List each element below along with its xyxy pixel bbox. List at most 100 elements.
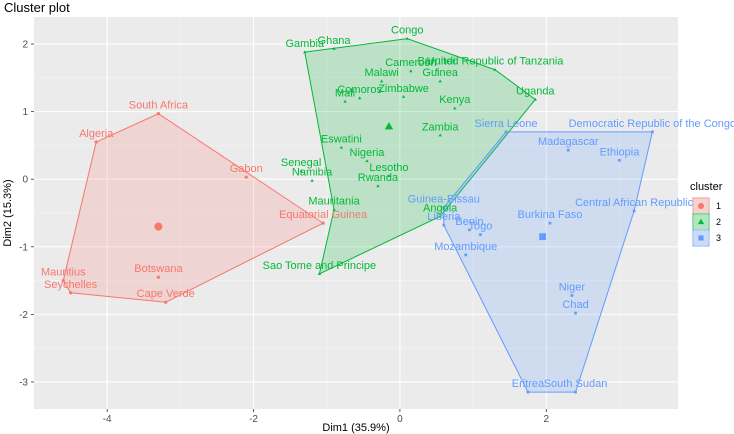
point-togo: [479, 233, 482, 236]
legend-marker-3: [698, 235, 704, 241]
label-cameroon: Cameroon: [385, 57, 436, 69]
point-namibia: [310, 178, 314, 182]
label-democratic-republic-of-the-congo: Democratic Republic of the Congo: [569, 118, 734, 130]
y-tick-label: -3: [19, 377, 28, 388]
label-lesotho: Lesotho: [369, 162, 408, 174]
point-ethiopia: [618, 158, 621, 162]
point-mozambique: [464, 253, 468, 257]
label-namibia: Namibia: [292, 167, 333, 179]
label-zimbabwe: Zimbabwe: [378, 83, 429, 95]
point-sao-tome-and-principe: [317, 272, 322, 275]
point-cape-verde: [164, 300, 168, 304]
point-benin: [468, 228, 471, 232]
cluster-2-center: [384, 122, 394, 130]
point-central-african-republic: [632, 209, 636, 213]
point-angola: [438, 214, 442, 218]
cluster-centers: [154, 122, 547, 241]
label-kenya: Kenya: [439, 94, 471, 106]
cluster-3-hull: [443, 131, 654, 393]
point-guinea: [438, 79, 442, 83]
point-algeria: [94, 140, 98, 144]
cluster-2-hull: [304, 38, 537, 275]
legend-label-3: 3: [716, 233, 721, 243]
point-rwanda: [376, 184, 380, 188]
label-burkina-faso: Burkina Faso: [518, 209, 583, 221]
point-south-africa: [156, 112, 161, 116]
label-comoros: Comoros: [337, 84, 382, 96]
label-congo: Congo: [391, 25, 423, 37]
point-seychelles: [68, 291, 73, 295]
y-tick-label: -2: [19, 310, 28, 321]
y-tick-label: -1: [19, 242, 28, 253]
cluster-1-center: [154, 222, 163, 231]
label-mauritania: Mauritania: [308, 196, 360, 208]
minor-grid: [34, 17, 678, 409]
label-uganda: Uganda: [516, 85, 555, 97]
point-malawi: [379, 79, 384, 83]
label-south-sudan: South Sudan: [544, 378, 608, 390]
y-tick-label: 0: [22, 175, 28, 186]
label-guinea-bissau: Guinea-Bissau: [408, 194, 480, 206]
point-ghana: [332, 47, 336, 50]
x-axis-label: Dim1 (35.9%): [322, 422, 389, 434]
point-burkina-faso: [548, 221, 552, 225]
major-grid: [34, 17, 678, 409]
point-senegal: [299, 169, 303, 173]
legend-label-1: 1: [716, 201, 721, 211]
point-chad: [574, 311, 577, 315]
label-madagascar: Madagascar: [538, 136, 599, 148]
label-eswatini: Eswatini: [321, 133, 362, 145]
legend-title: cluster: [690, 181, 723, 193]
label-south-africa: South Africa: [129, 100, 189, 112]
label-mozambique: Mozambique: [434, 241, 497, 253]
x-tick-label: -2: [249, 414, 258, 425]
label-ghana: Ghana: [318, 35, 352, 47]
point-gabon: [244, 175, 248, 179]
point-kenya: [453, 106, 457, 110]
x-tick-label: 0: [397, 414, 403, 425]
point-south-sudan: [574, 390, 577, 394]
label-chad: Chad: [562, 299, 588, 311]
label-burundi: Burundi: [418, 56, 456, 68]
point-lesotho: [387, 174, 391, 177]
label-malawi: Malawi: [364, 67, 398, 79]
cluster-3-center: [539, 233, 547, 241]
point-zambia: [438, 133, 442, 137]
label-ethiopia: Ethiopia: [600, 146, 641, 158]
x-tick-label: 2: [543, 414, 549, 425]
label-angola: Angola: [423, 202, 458, 214]
label-mali: Mali: [335, 87, 355, 99]
data-points: [61, 36, 654, 394]
label-seychelles: Seychelles: [44, 279, 98, 291]
point-eritrea: [526, 390, 530, 394]
point-cameroon: [409, 69, 413, 73]
y-tick-label: 1: [22, 107, 28, 118]
x-axis-ticks: -4 -2 0 2: [103, 409, 549, 425]
label-liberia: Liberia: [427, 211, 461, 223]
point-mauritius: [61, 278, 65, 283]
point-nigeria: [365, 159, 369, 163]
point-united-republic-of-tanzania: [493, 67, 497, 71]
label-rwanda: Rwanda: [358, 172, 399, 184]
y-axis-ticks: -3 -2 -1 0 1 2: [19, 40, 34, 388]
point-guinea-bissau: [442, 206, 446, 209]
point-gambia: [303, 50, 307, 54]
label-zambia: Zambia: [422, 121, 460, 133]
point-liberia: [442, 223, 446, 227]
legend-label-2: 2: [716, 217, 721, 227]
point-niger: [570, 294, 574, 297]
label-sao-tome-and-principe: Sao Tome and Principe: [263, 260, 377, 272]
point-comoros: [357, 96, 362, 100]
label-senegal: Senegal: [281, 157, 321, 169]
y-axis-label: Dim2 (15.3%): [2, 179, 14, 246]
label-sierra-leone: Sierra Leone: [475, 118, 538, 130]
point-equatorial-guinea: [321, 221, 325, 225]
label-niger: Niger: [559, 281, 586, 293]
point-labels: South Africa Algeria Gabon Equatorial Guine…: [41, 25, 734, 390]
point-zimbabwe: [401, 95, 406, 98]
point-sierra-leone: [504, 130, 508, 134]
label-togo: Togo: [468, 221, 492, 233]
point-uganda: [533, 97, 537, 101]
point-eswatini: [339, 145, 344, 149]
point-madagascar: [566, 148, 570, 152]
